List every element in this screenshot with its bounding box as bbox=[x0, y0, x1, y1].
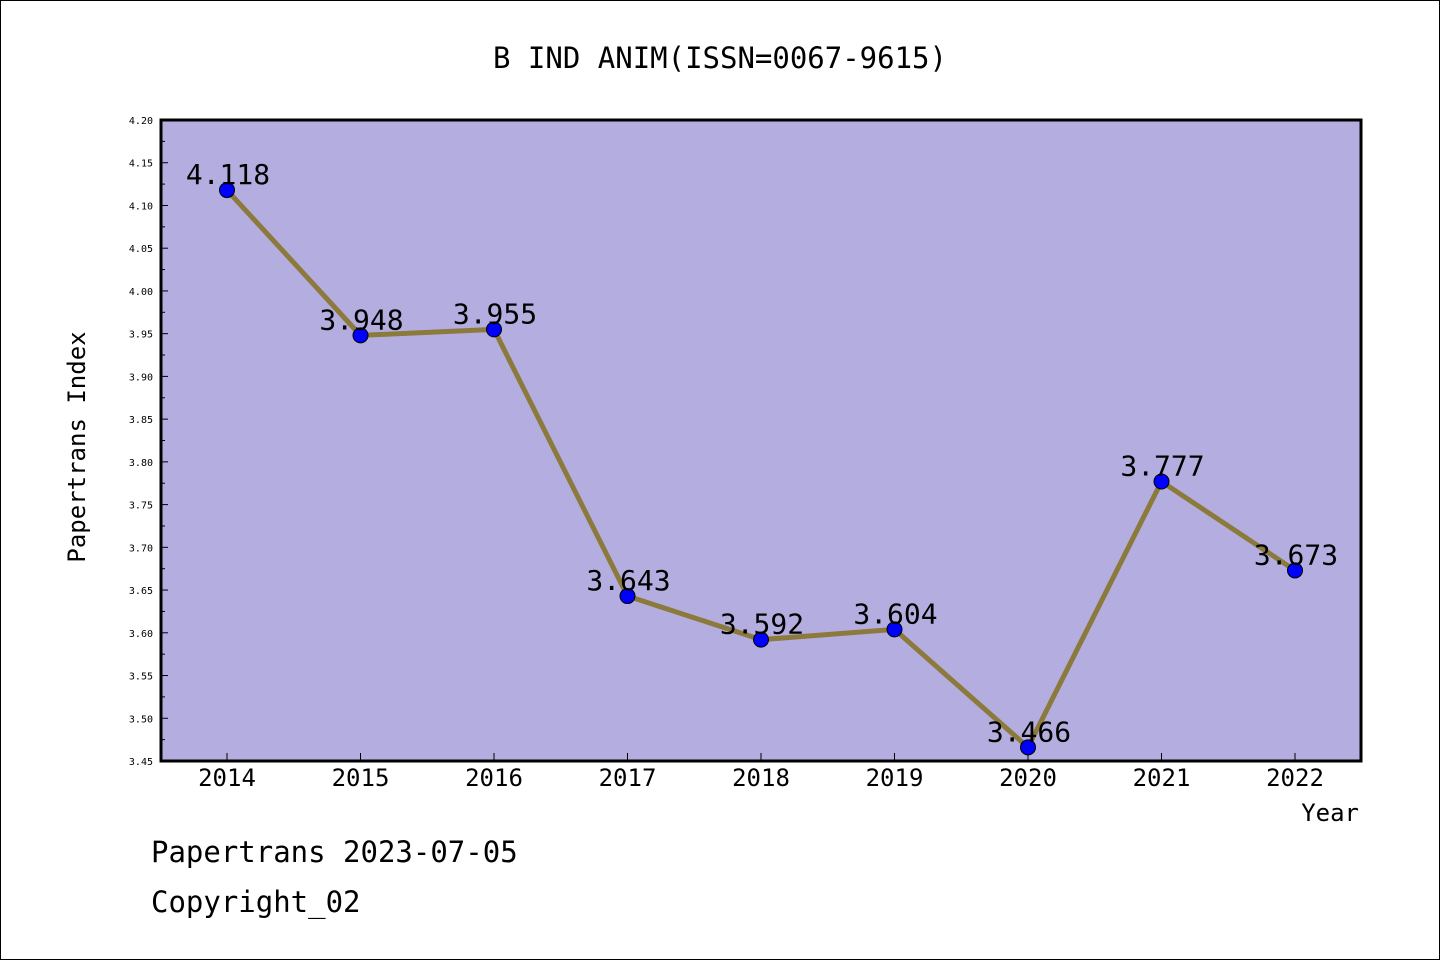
data-points bbox=[219, 182, 1303, 756]
data-label: 4.118 bbox=[186, 158, 270, 191]
x-tick-label: 2020 bbox=[999, 764, 1057, 792]
x-tick-label: 2016 bbox=[465, 764, 523, 792]
x-tick-label: 2014 bbox=[198, 764, 256, 792]
y-tick-label: 3.90 bbox=[129, 372, 153, 383]
y-tick-label: 4.05 bbox=[129, 244, 153, 255]
plot-area bbox=[159, 118, 1363, 763]
chart-title: B IND ANIM(ISSN=0067-9615) bbox=[493, 41, 947, 75]
y-tick-label: 4.15 bbox=[129, 159, 153, 170]
data-label: 3.592 bbox=[720, 608, 804, 641]
y-tick-label: 3.50 bbox=[129, 714, 153, 725]
data-label: 3.673 bbox=[1254, 538, 1338, 571]
x-tick-label: 2018 bbox=[732, 764, 790, 792]
y-tick-label: 3.55 bbox=[129, 672, 153, 683]
data-point-marker bbox=[753, 631, 769, 648]
x-tick-label: 2021 bbox=[1133, 764, 1191, 792]
data-label: 3.955 bbox=[453, 297, 537, 330]
y-tick-label: 3.75 bbox=[129, 501, 153, 512]
y-tick-label: 4.10 bbox=[129, 201, 153, 212]
data-point-marker bbox=[1287, 562, 1303, 579]
y-tick-label: 4.00 bbox=[129, 287, 153, 298]
y-tick-label: 3.65 bbox=[129, 586, 153, 597]
data-label: 3.604 bbox=[853, 597, 937, 630]
x-axis: 2014 2015 2016 2017 2018 2019 2020 2021 2022 bbox=[198, 753, 1324, 792]
y-tick-label: 3.95 bbox=[129, 330, 153, 341]
data-label: 3.643 bbox=[586, 564, 670, 597]
x-axis-label: Year bbox=[1301, 799, 1359, 827]
footer-copyright: Copyright_02 bbox=[151, 885, 361, 919]
x-tick-label: 2015 bbox=[332, 764, 390, 792]
y-tick-label: 3.60 bbox=[129, 629, 153, 640]
y-axis: 3.45 3.50 3.55 3.60 3.65 3.70 3.75 3.80 3.85 3.90… bbox=[129, 116, 168, 768]
data-label: 3.948 bbox=[319, 303, 403, 336]
x-tick-label: 2022 bbox=[1266, 764, 1324, 792]
data-label: 3.466 bbox=[987, 715, 1071, 748]
data-point-marker bbox=[352, 327, 369, 344]
data-point-marker bbox=[619, 588, 636, 605]
data-point-marker bbox=[1153, 473, 1170, 490]
data-point-marker bbox=[886, 621, 903, 638]
footer-date: Papertrans 2023-07-05 bbox=[151, 835, 518, 869]
data-point-marker bbox=[219, 182, 235, 199]
y-tick-label: 3.80 bbox=[129, 458, 153, 469]
y-tick-label: 3.85 bbox=[129, 415, 153, 426]
data-label: 3.777 bbox=[1120, 450, 1204, 483]
data-point-marker bbox=[486, 321, 502, 338]
y-axis-label: Papertrans Index bbox=[63, 331, 91, 562]
x-tick-label: 2017 bbox=[599, 764, 657, 792]
y-tick-label: 3.70 bbox=[129, 543, 153, 554]
x-tick-label: 2019 bbox=[866, 764, 924, 792]
data-labels: 4.118 3.948 3.955 3.643 3.592 3.604 3.466 3.777… bbox=[186, 158, 1338, 748]
y-tick-label: 3.45 bbox=[129, 757, 153, 768]
y-tick-label: 4.20 bbox=[129, 116, 153, 127]
data-point-marker bbox=[1020, 739, 1036, 756]
